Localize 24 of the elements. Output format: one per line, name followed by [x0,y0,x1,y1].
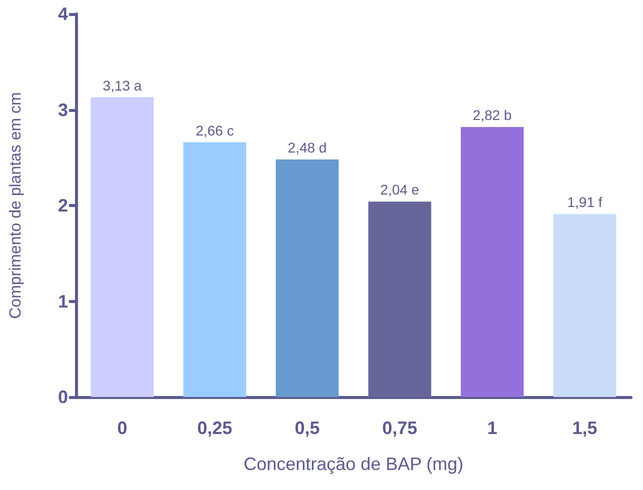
data-label: 1,91 f [567,194,602,210]
data-label: 2,82 b [472,106,512,123]
bar [460,126,524,397]
x-tick-label: 1,5 [572,418,598,438]
y-axis-title: Comprimento de plantas em cm [8,92,24,319]
y-tick-label: 0 [58,387,68,407]
x-tick-label: 0,75 [382,418,418,438]
data-label: 2,48 d [288,140,327,156]
bar [183,142,246,397]
bar [90,97,154,397]
x-tick-label: 0 [117,418,128,438]
y-tick-label: 3 [58,100,68,120]
x-tick-label: 0,25 [197,418,232,438]
data-label: 2,04 e [380,182,420,198]
data-label: 2,66 c [196,122,234,138]
y-tick-label: 1 [58,291,68,312]
bar [276,160,339,397]
x-axis-title: Concentração de BAP (mg) [244,454,464,474]
x-tick-label: 1 [487,418,498,438]
bar [553,214,616,397]
y-tick-label: 2 [58,196,68,216]
x-tick-label: 0,5 [294,418,320,438]
data-label: 3,13 a [102,77,142,94]
y-tick-label: 4 [58,4,68,24]
